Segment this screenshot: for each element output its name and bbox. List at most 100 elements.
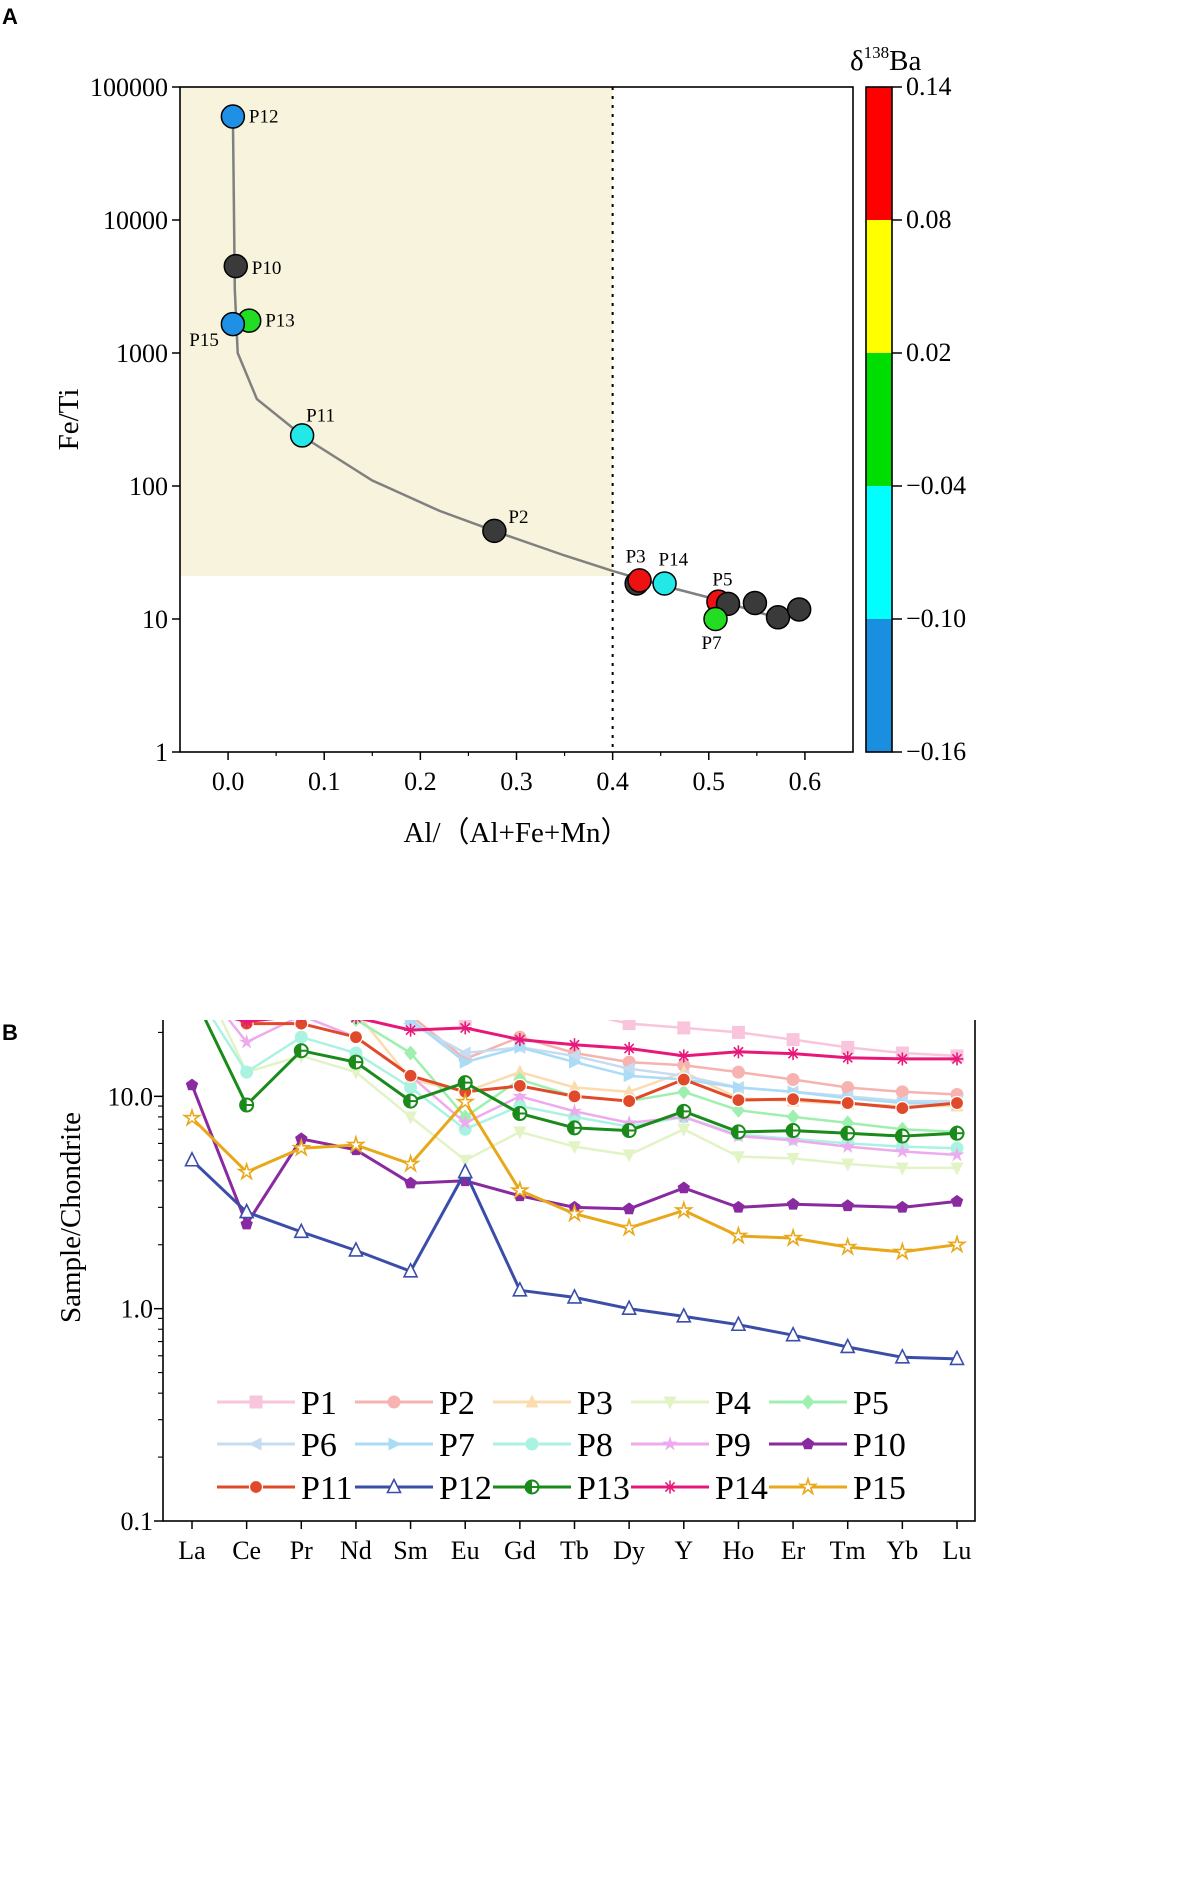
legend-marker-p3 (525, 1394, 539, 1408)
colorbar-title-delta: δ (850, 45, 864, 77)
data-point-p4-gd (513, 1126, 527, 1140)
series-p13 (203, 1020, 965, 1144)
data-point-p13-ho-fill (731, 1125, 739, 1139)
data-point-p9-tm (840, 1138, 856, 1153)
data-point-p11-dy (622, 1093, 637, 1109)
x-tick-label: 0.1 (308, 767, 341, 796)
data-point-p14-yb-stroke (897, 1053, 908, 1065)
data-point-p1-ho (731, 1025, 745, 1039)
data-point-p4-lu (950, 1162, 964, 1176)
data-point-p10-sm (404, 1176, 417, 1189)
colorbar-band (866, 486, 892, 619)
x-tick-label: 0.4 (596, 767, 629, 796)
data-point-p13-tb-fill (568, 1121, 575, 1135)
legend-label-p5: P5 (853, 1385, 889, 1422)
data-point-p14-gd-stroke (514, 1034, 526, 1045)
data-point-p15-tb (564, 1202, 585, 1223)
data-point-p13-y-fill (677, 1104, 684, 1118)
data-point-p14-nd (350, 1020, 362, 1025)
legend-label-p13: P13 (577, 1470, 630, 1507)
data-point-p9-gd (512, 1088, 528, 1103)
legend-marker-p14 (663, 1480, 677, 1494)
data-point-p15-gd (509, 1179, 531, 1200)
data-point-p13-gd-fill (513, 1107, 520, 1121)
y-tick-label: 1 (155, 738, 168, 767)
data-point-p2 (482, 518, 507, 544)
data-point-p10-ce (240, 1217, 253, 1230)
x-tick-label: 0.6 (789, 767, 822, 796)
data-point-p12-er (785, 1325, 801, 1342)
data-point-p11-pr (294, 1020, 309, 1031)
legend-label-p2: P2 (439, 1385, 475, 1422)
x-axis-title: Al/（Al+Fe+Mn） (403, 817, 629, 849)
x-tick-label: 0.2 (404, 767, 437, 796)
x-tick-label-lu: Lu (943, 1536, 972, 1565)
data-point-p9-er (785, 1132, 801, 1147)
data-point-p14-lu-stroke (951, 1053, 963, 1065)
legend-label-p14: P14 (715, 1470, 768, 1507)
data-point-p9-tb (566, 1103, 583, 1118)
data-point-p14-eu-stroke (460, 1022, 471, 1034)
data-point-p13-eu-fill (458, 1076, 466, 1090)
legend-item-p4: P4 (631, 1385, 751, 1422)
legend-item-p12: P12 (355, 1470, 492, 1507)
legend-label-p8: P8 (577, 1427, 613, 1464)
data-point-p15-eu (454, 1091, 476, 1111)
data-point-p3-tb (568, 1080, 581, 1094)
data-point-p1-y (677, 1021, 691, 1035)
y-tick-label: 100000 (90, 73, 168, 102)
data-point-p12-sm (402, 1261, 419, 1278)
data-point-p15-nd (345, 1134, 367, 1154)
data-point-p8-sm (404, 1081, 418, 1095)
x-tick-label: 0.0 (212, 767, 245, 796)
data-point-p14-dy-stroke (623, 1043, 635, 1054)
legend-item-p2: P2 (355, 1385, 475, 1422)
point-label-p12: P12 (249, 107, 279, 128)
data-point-p10-dy (623, 1202, 636, 1215)
x-tick-label-gd: Gd (504, 1536, 536, 1565)
legend-label-p4: P4 (715, 1385, 751, 1422)
legend-marker-p7 (388, 1437, 402, 1451)
point-label-p15: P15 (189, 330, 219, 351)
point-label-p11: P11 (306, 405, 335, 426)
x-tick-label-pr: Pr (290, 1536, 313, 1565)
legend-item-p6: P6 (217, 1427, 337, 1464)
data-point-p12-eu (457, 1162, 474, 1179)
data-point-p5-er (786, 1109, 800, 1125)
data-point (765, 605, 791, 630)
legend-marker-p6 (248, 1437, 262, 1451)
data-point-p11-yb (895, 1101, 910, 1116)
data-point-p13-yb-fill (895, 1129, 903, 1143)
data-point (742, 590, 768, 616)
data-point-p12-gd (512, 1281, 528, 1297)
data-point-p7-dy (623, 1069, 637, 1083)
legend-marker-p14-stroke (664, 1481, 676, 1493)
colorbar-band (866, 220, 892, 353)
data-point-p14-eu (458, 1021, 472, 1035)
x-tick-label-nd: Nd (340, 1536, 372, 1565)
data-point-p15-tm (837, 1236, 858, 1256)
data-point-p9-ce (239, 1034, 255, 1049)
scatter-chart-al-fe-ti: 0.0 0.1 0.2 0.3 0.4 0.5 0.6 1 10 100 1000 10000 1000… (53, 43, 966, 849)
legend-marker-p11 (248, 1479, 264, 1495)
y-tick-label: 0.1 (121, 1507, 154, 1536)
y-axis-title: Sample/Chondrite (55, 1112, 87, 1323)
data-point-p7-gd (514, 1040, 528, 1054)
series-line-p12 (190, 1159, 958, 1361)
data-point-p11 (289, 423, 315, 448)
x-tick-label-eu: Eu (451, 1536, 480, 1565)
colorbar-tick-label: 0.02 (906, 338, 952, 367)
data-point-p4-sm (404, 1111, 418, 1125)
y-tick-label: 10.0 (108, 1082, 154, 1111)
colorbar-tick-label: −0.10 (906, 604, 966, 633)
data-point-p9-yb (894, 1143, 910, 1158)
data-point-p12-dy (621, 1299, 637, 1315)
data-point-p7-sm (405, 1020, 418, 1027)
point-label-p3: P3 (626, 546, 646, 567)
x-tick-label-sm: Sm (393, 1536, 428, 1565)
data-point-p10 (223, 253, 249, 279)
data-point-p10-la (185, 1078, 199, 1091)
data-point-p12 (220, 104, 246, 129)
legend-marker-p2 (387, 1395, 401, 1409)
